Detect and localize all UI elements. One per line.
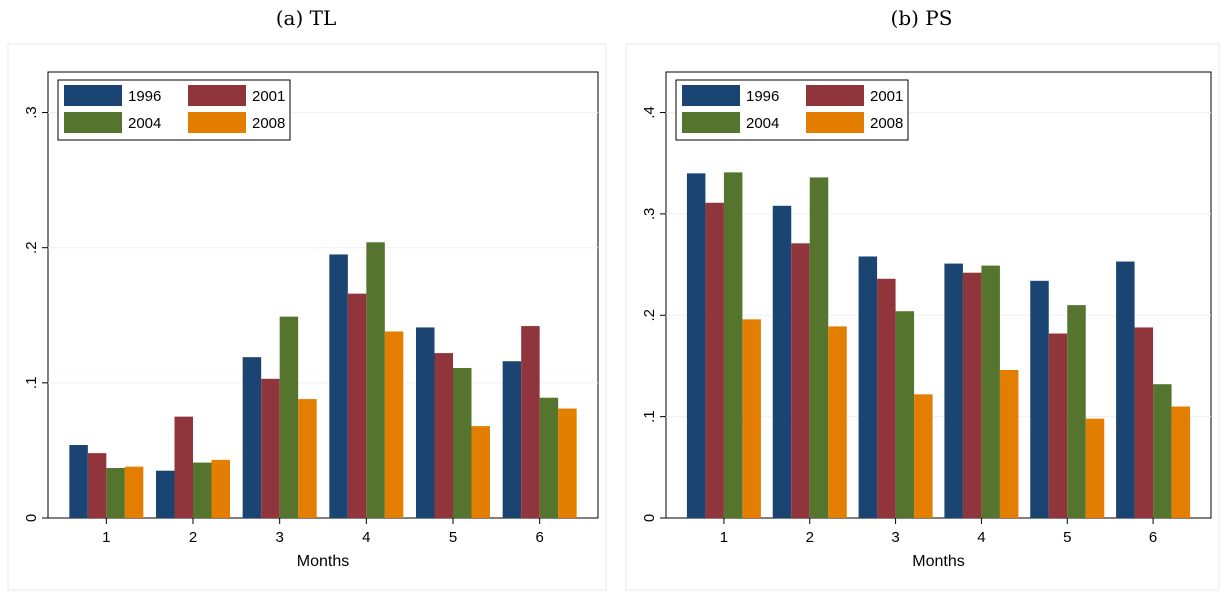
bar-2004-month-6 (1153, 384, 1172, 518)
bar-2004-month-5 (453, 367, 472, 518)
x-tick-label: 4 (362, 529, 370, 546)
y-tick-label: 0 (641, 514, 658, 522)
bar-1996-month-6 (1116, 261, 1135, 518)
bar-2001-month-1 (705, 202, 724, 518)
y-tick-label: .1 (641, 410, 658, 423)
bar-1996-month-3 (242, 357, 262, 518)
bar-2008-month-2 (211, 459, 230, 518)
bar-2001-month-6 (1134, 327, 1154, 518)
panel-ps: (b) PS 0 .1 .2 .3 .4 1 2 3 4 5 6 Months 1996 2001 2004… (618, 0, 1225, 594)
bar-2008-month-5 (1085, 418, 1105, 518)
legend-swatch-2008 (806, 112, 864, 133)
bar-2008-month-6 (1171, 406, 1191, 518)
x-tick-label: 2 (189, 529, 197, 546)
x-tick-label: 2 (806, 529, 814, 546)
legend-label-2001: 2001 (870, 88, 903, 105)
bar-2001-month-4 (962, 272, 982, 518)
y-tick-label: .3 (641, 208, 658, 221)
bar-2001-month-3 (877, 278, 896, 518)
bar-2001-month-5 (1048, 333, 1068, 518)
bar-2004-month-6 (539, 397, 559, 518)
legend-swatch-1996 (64, 85, 122, 106)
x-tick-label: 6 (1149, 529, 1157, 546)
bar-2008-month-2 (828, 326, 847, 518)
legend-swatch-2008 (188, 112, 246, 133)
bar-2008-month-4 (384, 331, 404, 518)
bar-2001-month-4 (347, 293, 367, 518)
legend-swatch-2004 (682, 112, 740, 133)
chart-ps: 0 .1 .2 .3 .4 1 2 3 4 5 6 Months 1996 2001 2004 2008 (625, 43, 1220, 591)
bar-2001-month-2 (174, 416, 193, 518)
bar-2001-month-6 (521, 326, 540, 518)
legend-label-2001: 2001 (252, 88, 285, 105)
bar-2008-month-3 (914, 394, 933, 518)
x-axis-label: Months (297, 553, 349, 570)
x-tick-label: 3 (275, 529, 283, 546)
bar-2004-month-4 (366, 242, 385, 519)
y-tick-label: .4 (641, 106, 658, 119)
bar-2001-month-5 (434, 353, 453, 518)
bar-1996-month-1 (686, 173, 706, 518)
bar-1996-month-6 (502, 361, 522, 518)
bar-2008-month-3 (298, 399, 317, 518)
bar-2004-month-3 (895, 311, 915, 518)
bar-2008-month-4 (999, 370, 1019, 518)
x-tick-label: 1 (720, 529, 728, 546)
bar-1996-month-4 (329, 254, 348, 519)
bar-1996-month-5 (1030, 280, 1049, 518)
bar-2008-month-1 (124, 466, 144, 518)
legend-label-2004: 2004 (746, 115, 779, 132)
bar-2001-month-2 (791, 243, 810, 518)
bar-2008-month-1 (742, 319, 761, 518)
bar-2004-month-2 (809, 177, 829, 518)
y-tick-label: .2 (23, 241, 40, 254)
legend-swatch-2001 (188, 85, 246, 106)
x-tick-label: 5 (1063, 529, 1071, 546)
bar-1996-month-3 (858, 256, 878, 518)
x-tick-label: 3 (891, 529, 899, 546)
x-tick-label: 1 (102, 529, 110, 546)
chart-title-ps: (b) PS (890, 6, 953, 30)
legend-label-2008: 2008 (252, 115, 285, 132)
bar-1996-month-2 (772, 205, 792, 519)
y-tick-label: .2 (641, 309, 658, 322)
legend-label-2008: 2008 (870, 115, 903, 132)
x-tick-label: 4 (977, 529, 985, 546)
bar-2004-month-3 (279, 316, 299, 518)
legend-label-2004: 2004 (128, 115, 161, 132)
chart-tl: 0 .1 .2 .3 1 2 3 4 5 6 Months 1996 2001 2004 2008 (7, 43, 607, 591)
bar-2001-month-1 (87, 453, 107, 518)
bar-1996-month-4 (944, 263, 963, 518)
legend-swatch-1996 (682, 85, 740, 106)
bar-2008-month-5 (471, 426, 490, 518)
chart-title-tl: (a) TL (275, 6, 337, 30)
bar-2004-month-4 (981, 265, 1000, 518)
bar-2004-month-2 (193, 462, 212, 518)
x-tick-label: 5 (449, 529, 457, 546)
bar-1996-month-2 (156, 470, 175, 518)
legend-swatch-2004 (64, 112, 122, 133)
x-axis-label: Months (912, 553, 964, 570)
bar-1996-month-1 (69, 445, 88, 518)
bar-1996-month-5 (416, 327, 435, 518)
panel-tl: (a) TL 0 .1 .2 .3 1 2 3 4 5 6 Months 1996 2001 2004 20… (0, 0, 612, 594)
y-tick-label: .1 (23, 377, 40, 390)
x-tick-label: 6 (535, 529, 543, 546)
bar-2001-month-3 (261, 378, 280, 518)
legend-label-1996: 1996 (746, 88, 779, 105)
y-tick-label: .3 (23, 106, 40, 119)
bar-2004-month-1 (723, 172, 743, 518)
legend-label-1996: 1996 (128, 88, 161, 105)
y-tick-label: 0 (23, 514, 40, 522)
bar-2004-month-5 (1067, 305, 1086, 518)
bar-2008-month-6 (558, 408, 577, 518)
bar-2004-month-1 (106, 467, 125, 518)
legend-swatch-2001 (806, 85, 864, 106)
